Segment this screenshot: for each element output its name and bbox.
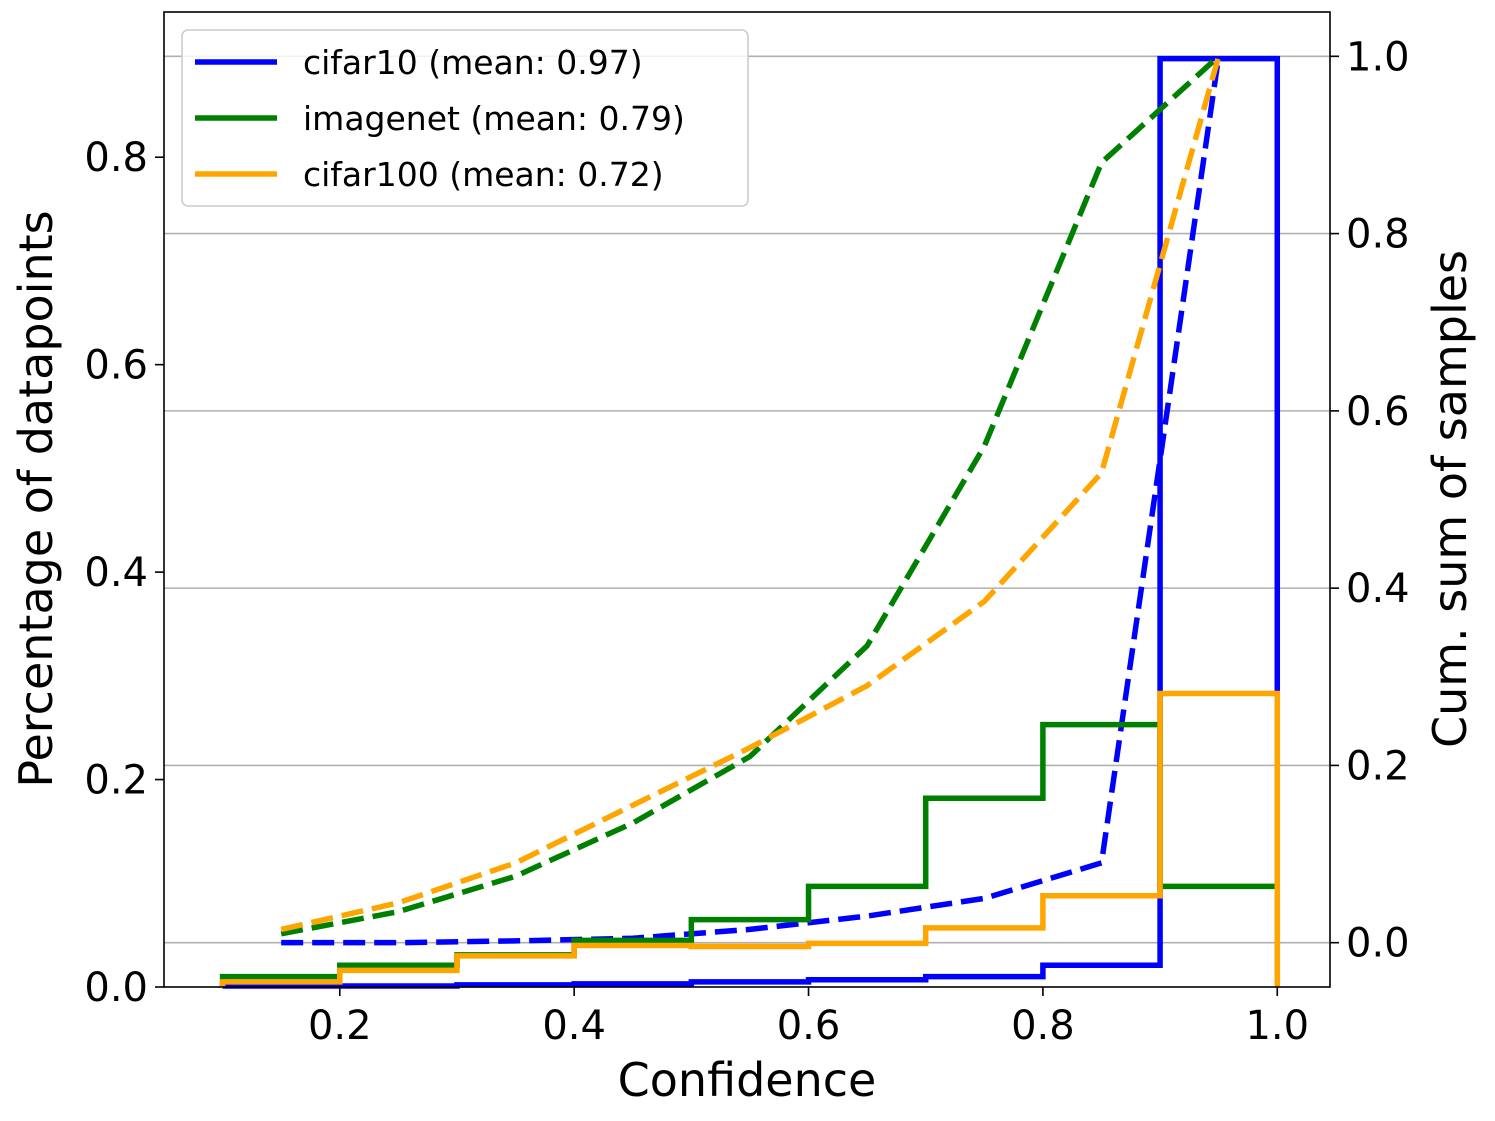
x-axis-title: Confidence (618, 1053, 877, 1107)
y-right-tick-label-0.6: 0.6 (1346, 389, 1410, 435)
legend-label-imagenet: imagenet (mean: 0.79) (303, 99, 685, 138)
y-left-tick-label-0.4: 0.4 (84, 550, 148, 596)
imagenet-cumulative-line (280, 54, 1221, 937)
x-tick-label-1.0: 1.0 (1245, 1003, 1309, 1049)
y-right-tick-label-0.4: 0.4 (1346, 566, 1410, 612)
cifar100-histogram-step (219, 690, 1281, 987)
y-left-tick-label-0.6: 0.6 (84, 343, 148, 389)
x-tick-label-0.6: 0.6 (777, 1003, 841, 1049)
cifar10-cumulative-line (281, 55, 1222, 946)
y-left-tick-label-0.8: 0.8 (84, 135, 148, 181)
legend: cifar10 (mean: 0.97) imagenet (mean: 0.79… (181, 29, 749, 207)
x-tick-label-0.8: 0.8 (1011, 1003, 1075, 1049)
legend-box (181, 29, 749, 207)
y-right-tick-label-1.0: 1.0 (1346, 34, 1410, 80)
y-left-tick-label-0.0: 0.0 (84, 965, 148, 1011)
axis-ticks: 0.2 0.4 0.6 0.8 1.0 0.0 0.2 0.4 0.6 0.8 0.0 0.2 0.4 0… (84, 34, 1409, 1049)
y-right-tick-label-0.2: 0.2 (1346, 743, 1410, 789)
y-axis-right-title: Cum. sum of samples (1423, 250, 1477, 748)
y-left-tick-label-0.2: 0.2 (84, 758, 148, 804)
y-axis-left-title: Percentage of datapoints (9, 210, 63, 787)
x-tick-label-0.4: 0.4 (542, 1003, 606, 1049)
legend-label-cifar100: cifar100 (mean: 0.72) (303, 155, 664, 194)
plot-frame (163, 11, 1331, 988)
y-right-tick-label-0.8: 0.8 (1346, 212, 1410, 258)
imagenet-histogram-step (219, 721, 1281, 987)
legend-label-cifar10: cifar10 (mean: 0.97) (303, 43, 643, 82)
series-layer (219, 54, 1281, 989)
cifar10-histogram-step (219, 55, 1281, 989)
y-right-tick-label-0.0: 0.0 (1346, 921, 1410, 967)
x-tick-label-0.2: 0.2 (308, 1003, 372, 1049)
cifar100-cumulative-line (280, 55, 1222, 933)
